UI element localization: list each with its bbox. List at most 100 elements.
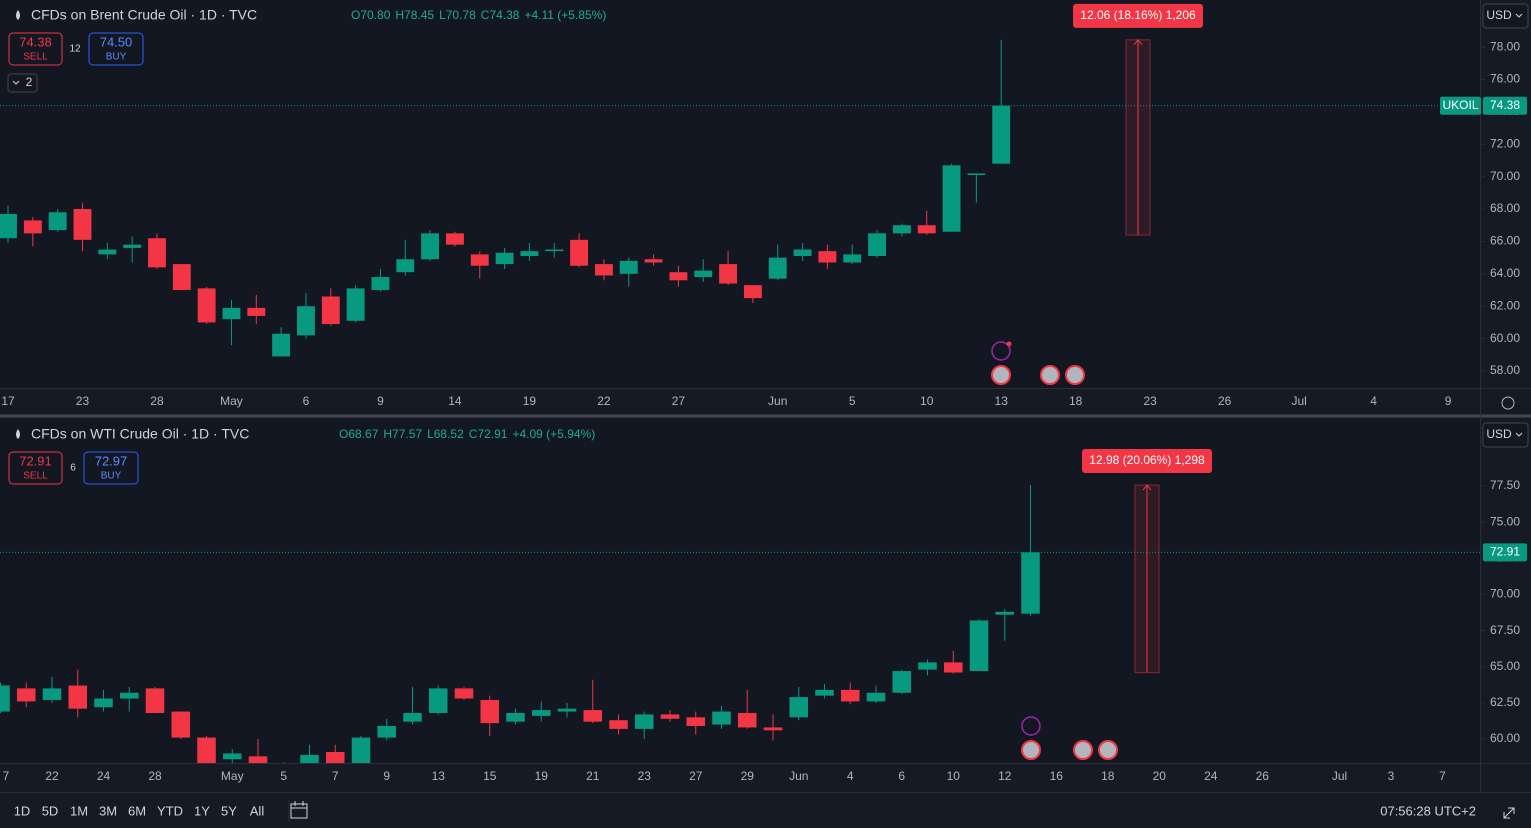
sell-price: 72.91	[19, 453, 52, 468]
x-tick-label: 17	[1, 394, 15, 408]
x-tick-label: 28	[148, 769, 162, 783]
buy-box	[88, 32, 144, 66]
sell-box	[8, 451, 63, 485]
candle-body	[967, 173, 986, 176]
x-tick-label: 4	[847, 769, 854, 783]
range-button[interactable]: 5D	[42, 803, 59, 818]
range-button[interactable]: YTD	[157, 803, 183, 818]
candle-body	[0, 213, 17, 239]
range-button[interactable]: 6M	[128, 803, 146, 818]
candle-body	[48, 212, 67, 231]
range-button[interactable]: 3M	[99, 803, 117, 818]
collapse-button[interactable]	[7, 73, 38, 93]
candle-body	[1021, 552, 1040, 614]
drop-icon	[16, 10, 20, 20]
event-icon[interactable]	[1073, 740, 1093, 760]
candle-body	[969, 620, 989, 672]
event-icon[interactable]	[991, 365, 1011, 385]
x-tick-label: 24	[1204, 769, 1218, 783]
x-tick-label: 22	[597, 394, 611, 408]
sell-label: SELL	[23, 471, 48, 482]
candle-body	[843, 254, 862, 263]
candle-body	[763, 727, 783, 731]
ohlc-value: L68.52	[427, 427, 464, 441]
x-tick-label: 18	[1069, 394, 1083, 408]
candle-body	[454, 688, 474, 699]
x-tick-label: 6	[303, 394, 310, 408]
candle-body	[172, 264, 191, 291]
x-tick-label: 26	[1256, 769, 1270, 783]
candle-body	[545, 249, 564, 252]
y-tick-label: 68.00	[1490, 201, 1520, 215]
x-tick-label: May	[220, 394, 243, 408]
range-button[interactable]: 1Y	[194, 803, 210, 818]
candle-body	[917, 225, 936, 234]
range-button[interactable]: 1D	[14, 803, 31, 818]
measure-label: 12.06 (18.16%) 1,206	[1080, 8, 1196, 22]
x-tick-label: 3	[1388, 769, 1395, 783]
chart-title: CFDs on Brent Crude Oil · 1D · TVC	[31, 7, 257, 23]
candle-body	[995, 611, 1015, 615]
candle-body	[789, 697, 809, 718]
buy-label: BUY	[106, 52, 127, 63]
candle-body	[943, 662, 963, 673]
candle-body	[660, 714, 680, 719]
x-tick-label: 29	[741, 769, 755, 783]
event-icon[interactable]	[991, 341, 1011, 361]
candle-body	[644, 259, 663, 263]
range-button[interactable]: 5Y	[221, 803, 237, 818]
currency-button[interactable]	[1482, 422, 1529, 448]
x-tick-label: 7	[3, 769, 10, 783]
candle-body	[197, 737, 216, 763]
candle-body	[583, 710, 603, 722]
candle-body	[669, 272, 688, 281]
candle-body	[868, 233, 886, 257]
currency-button[interactable]	[1482, 3, 1529, 29]
candle-body	[403, 712, 422, 722]
symbol-box	[1440, 96, 1481, 115]
x-tick-label: 19	[535, 769, 549, 783]
event-icon[interactable]	[1040, 365, 1060, 385]
settings-icon[interactable]	[1501, 396, 1515, 410]
chevron	[12, 80, 20, 85]
x-tick-label: 6	[898, 769, 905, 783]
candle-body	[495, 252, 514, 265]
candle-body	[866, 692, 886, 702]
currency-label: USD	[1486, 8, 1512, 22]
range-button[interactable]: 1M	[70, 803, 88, 818]
candle-body	[300, 754, 319, 763]
currency-chevron	[1515, 13, 1523, 18]
x-tick-label: 13	[432, 769, 446, 783]
event-icon[interactable]	[1021, 740, 1041, 760]
x-tick-label: 27	[689, 769, 703, 783]
candle-body	[421, 233, 440, 260]
x-tick-label: 28	[150, 394, 164, 408]
x-tick-label: 24	[97, 769, 111, 783]
x-tick-label: 7	[1439, 769, 1446, 783]
fullscreen-icon[interactable]	[1503, 807, 1515, 819]
x-tick-label: 10	[947, 769, 961, 783]
x-tick-label: 23	[1144, 394, 1158, 408]
candle-body	[942, 165, 961, 232]
candle-body	[428, 688, 448, 713]
event-dot	[1006, 341, 1012, 347]
event-icon[interactable]	[1065, 365, 1085, 385]
event-icon[interactable]	[1021, 716, 1041, 736]
candle-body	[619, 260, 638, 274]
x-tick-label: 5	[849, 394, 856, 408]
range-button[interactable]: All	[250, 803, 265, 818]
ohlc-value: L70.78	[439, 8, 476, 22]
candle-body	[992, 105, 1011, 164]
x-tick-label: 26	[1218, 394, 1232, 408]
measure-arrowhead	[1142, 484, 1152, 491]
date-range-icon[interactable]	[290, 801, 308, 819]
measure-label-box	[1073, 3, 1203, 28]
candle-body	[297, 306, 315, 336]
candle-body	[918, 662, 937, 670]
event-icon[interactable]	[1098, 740, 1118, 760]
candle-body	[16, 688, 36, 702]
x-tick-label: 13	[995, 394, 1009, 408]
candle-body	[123, 244, 142, 248]
clock: 07:56:28 UTC+2	[1380, 803, 1476, 818]
candle-body	[694, 270, 713, 278]
